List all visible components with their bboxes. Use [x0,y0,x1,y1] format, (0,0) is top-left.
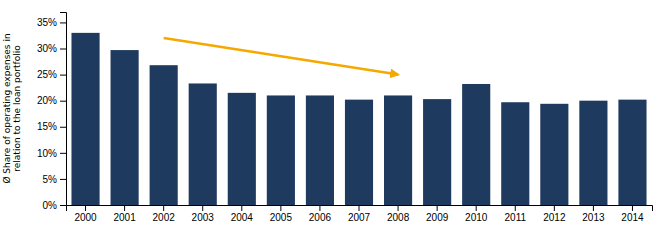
bar [345,100,373,205]
bar [306,95,334,205]
tick-label: 2004 [231,212,254,223]
tick-mark [359,205,360,211]
tick-mark [60,22,66,23]
tick: 2005 [270,205,293,223]
bar [228,93,256,205]
y-axis: 0% 5% 10% 15% 20% 25% 30% 35% [37,13,67,211]
tick: 2000 [74,205,97,223]
bar [111,50,139,205]
tick-mark [60,127,66,128]
tick-mark [85,205,86,211]
tick-label: 0% [43,200,58,211]
tick-label: 2012 [543,212,566,223]
tick-mark [60,153,66,154]
tick: 2013 [582,205,605,223]
tick-mark [241,205,242,211]
tick: 2011 [505,205,527,223]
tick-label: 2005 [270,212,293,223]
tick-mark [554,205,555,211]
tick: 2001 [113,205,136,223]
tick-label: 2013 [582,212,605,223]
axis-line [67,206,653,212]
bar [267,95,295,205]
tick-mark [632,205,633,211]
tick-label: 10% [37,148,57,159]
tick: 2004 [231,205,254,223]
bar [501,102,529,205]
tick: 35% [37,17,66,28]
tick: 2003 [192,205,215,223]
tick-label: 5% [43,174,58,185]
bar [150,65,178,205]
tick: 0% [43,200,66,211]
bar [579,101,607,205]
tick-mark [476,205,477,211]
tick-mark [593,205,594,211]
tick: 2010 [465,205,488,223]
plot: 0%5%10%15%20%25%30%35%200020012002200320… [2,13,653,224]
x-axis: 2000 2001 2002 2003 2004 2005 2006 2007 2008 2009… [67,205,653,223]
tick: 2014 [621,205,644,223]
arrow [164,38,398,75]
tick-label: 2001 [113,212,136,223]
tick: 10% [37,148,66,159]
tick-mark [163,205,164,211]
tick-mark [60,101,66,102]
tick: 2006 [309,205,332,223]
bar [423,99,451,205]
tick-mark [60,49,66,50]
tick: 25% [37,69,66,80]
tick: 15% [37,121,66,132]
tick-label: 25% [37,69,57,80]
tick-mark [437,205,438,211]
bar [71,33,99,205]
tick-label: 30% [37,43,57,54]
tick: 2012 [543,205,566,223]
tick-label: 2010 [465,212,488,223]
tick-mark [60,75,66,76]
tick-label: 20% [37,95,57,106]
tick: 30% [37,43,66,54]
tick-mark [124,205,125,211]
bar [540,104,568,205]
tick-mark [319,205,320,211]
tick-label: 2003 [192,212,215,223]
bars [71,33,646,205]
tick-label: 2009 [426,212,449,223]
tick-label: 2008 [387,212,410,223]
tick-label: 2006 [309,212,332,223]
tick-label: 35% [37,17,57,28]
tick: 2002 [153,205,176,223]
tick-label: 2007 [348,212,371,223]
tick-label: 15% [37,121,57,132]
tick: 2009 [426,205,449,223]
tick-mark [280,205,281,211]
bar [462,84,490,205]
tick: 20% [37,95,66,106]
tick-label: 2011 [505,212,527,223]
bar [618,100,646,205]
tick: 5% [43,174,66,185]
tick-label: 2000 [74,212,97,223]
tick-mark [515,205,516,211]
tick-label: 2014 [621,212,644,223]
tick-label: 2002 [153,212,176,223]
axis-line [60,13,67,206]
tick: 2008 [387,205,410,223]
chart: 0%5%10%15%20%25%30%35%200020012002200320… [0,0,664,229]
tick-mark [398,205,399,211]
bar [384,95,412,205]
tick: 2007 [348,205,371,223]
bar [189,83,217,205]
tick-mark [60,205,66,206]
y-axis-title: Ø Share of operating expenses inrelation… [2,33,22,183]
tick-mark [60,179,66,180]
tick-mark [202,205,203,211]
